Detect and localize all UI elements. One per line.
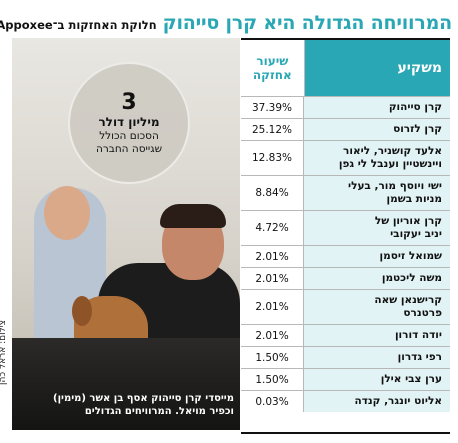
badge-desc-2: שגייסה החברה	[95, 142, 163, 155]
investor-name: משה ליכטמן	[304, 268, 450, 289]
photo-sofa	[12, 338, 240, 430]
table-row: אלעד קושניר, ליאור ויינשטיין וענבל לי גפ…	[241, 140, 450, 175]
investor-name: אליוט יונגר, קנדה	[304, 391, 450, 412]
investor-name: קרן לזרוס	[304, 119, 450, 140]
investor-name: שמואל זיסמן	[304, 246, 450, 267]
headline-subtitle: חלוקת האחזקות ב־Appoxee	[0, 18, 157, 32]
badge-desc-1: הסכום הכולל	[99, 129, 159, 142]
table-row: יודה דורון 2.01%	[241, 324, 450, 346]
headline: המרוויחה הגדולה היא קרן סייהוק חלוקת האח…	[0, 4, 453, 34]
holding-pct: 25.12%	[241, 119, 304, 140]
holding-pct: 2.01%	[241, 325, 304, 346]
headline-title: המרוויחה הגדולה היא קרן סייהוק	[162, 12, 453, 34]
investor-name: יודה דורון	[304, 325, 450, 346]
table-header: משקיע שיעור אחזקה	[241, 40, 450, 96]
photo-person-left-head	[44, 186, 90, 240]
holding-pct: 12.83%	[241, 141, 304, 175]
table-row: קרן סייהוק 37.39%	[241, 96, 450, 118]
holding-pct: 1.50%	[241, 369, 304, 390]
investor-name: קרישנאן שאה פרטנרס	[304, 290, 450, 324]
holding-pct: 1.50%	[241, 347, 304, 368]
table-row: קרן אוריון של יניב יעקובי 4.72%	[241, 210, 450, 245]
photo-credit: צילום: אראל כהן	[0, 320, 8, 385]
holding-pct: 4.72%	[241, 211, 304, 245]
investor-name: אלעד קושניר, ליאור ויינשטיין וענבל לי גפ…	[304, 141, 450, 175]
holding-pct: 0.03%	[241, 391, 304, 412]
investor-name: קרן סייהוק	[304, 97, 450, 118]
funding-badge: 3 מיליון דולר הסכום הכולל שגייסה החברה	[68, 62, 190, 184]
table-row: ערן צבי אילן 1.50%	[241, 368, 450, 390]
badge-number: 3	[121, 89, 137, 115]
table-row: קרן לזרוס 25.12%	[241, 118, 450, 140]
badge-unit: מיליון דולר	[98, 114, 160, 129]
photo-dog-ear	[72, 296, 92, 326]
investor-name: ערן צבי אילן	[304, 369, 450, 390]
table-row: רפי גדרון 1.50%	[241, 346, 450, 368]
investor-name: קרן אוריון של יניב יעקובי	[304, 211, 450, 245]
header-holding-pct: שיעור אחזקה	[241, 40, 305, 96]
table-body: קרן סייהוק 37.39% קרן לזרוס 25.12% אלעד קושנ…	[241, 96, 450, 412]
holding-pct: 37.39%	[241, 97, 304, 118]
caption-line-2: וכפיר מויאל. המרוויחים הגדולים	[84, 406, 234, 417]
holdings-table: משקיע שיעור אחזקה קרן סייהוק 37.39% קרן לז…	[241, 38, 450, 434]
photo-person-right-hair	[160, 204, 226, 228]
holding-pct: 2.01%	[241, 246, 304, 267]
table-row: קרישנאן שאה פרטנרס 2.01%	[241, 289, 450, 324]
header-investor: משקיע	[304, 40, 450, 96]
table-row: ישי ויוסף מור, בעלי מניות בשמן 8.84%	[241, 175, 450, 210]
table-row: משה ליכטמן 2.01%	[241, 267, 450, 289]
holding-pct: 8.84%	[241, 176, 304, 210]
holding-pct: 2.01%	[241, 268, 304, 289]
caption-line-1: מייסדי קרן סייהוק אסף בן אשר (מימין)	[53, 393, 234, 404]
investor-name: רפי גדרון	[304, 347, 450, 368]
table-row: שמואל זיסמן 2.01%	[241, 245, 450, 267]
holding-pct: 2.01%	[241, 290, 304, 324]
table-row: אליוט יונגר, קנדה 0.03%	[241, 390, 450, 412]
investor-name: ישי ויוסף מור, בעלי מניות בשמן	[304, 176, 450, 210]
photo-caption: מייסדי קרן סייהוק אסף בן אשר (מימין) וכפ…	[18, 392, 234, 418]
